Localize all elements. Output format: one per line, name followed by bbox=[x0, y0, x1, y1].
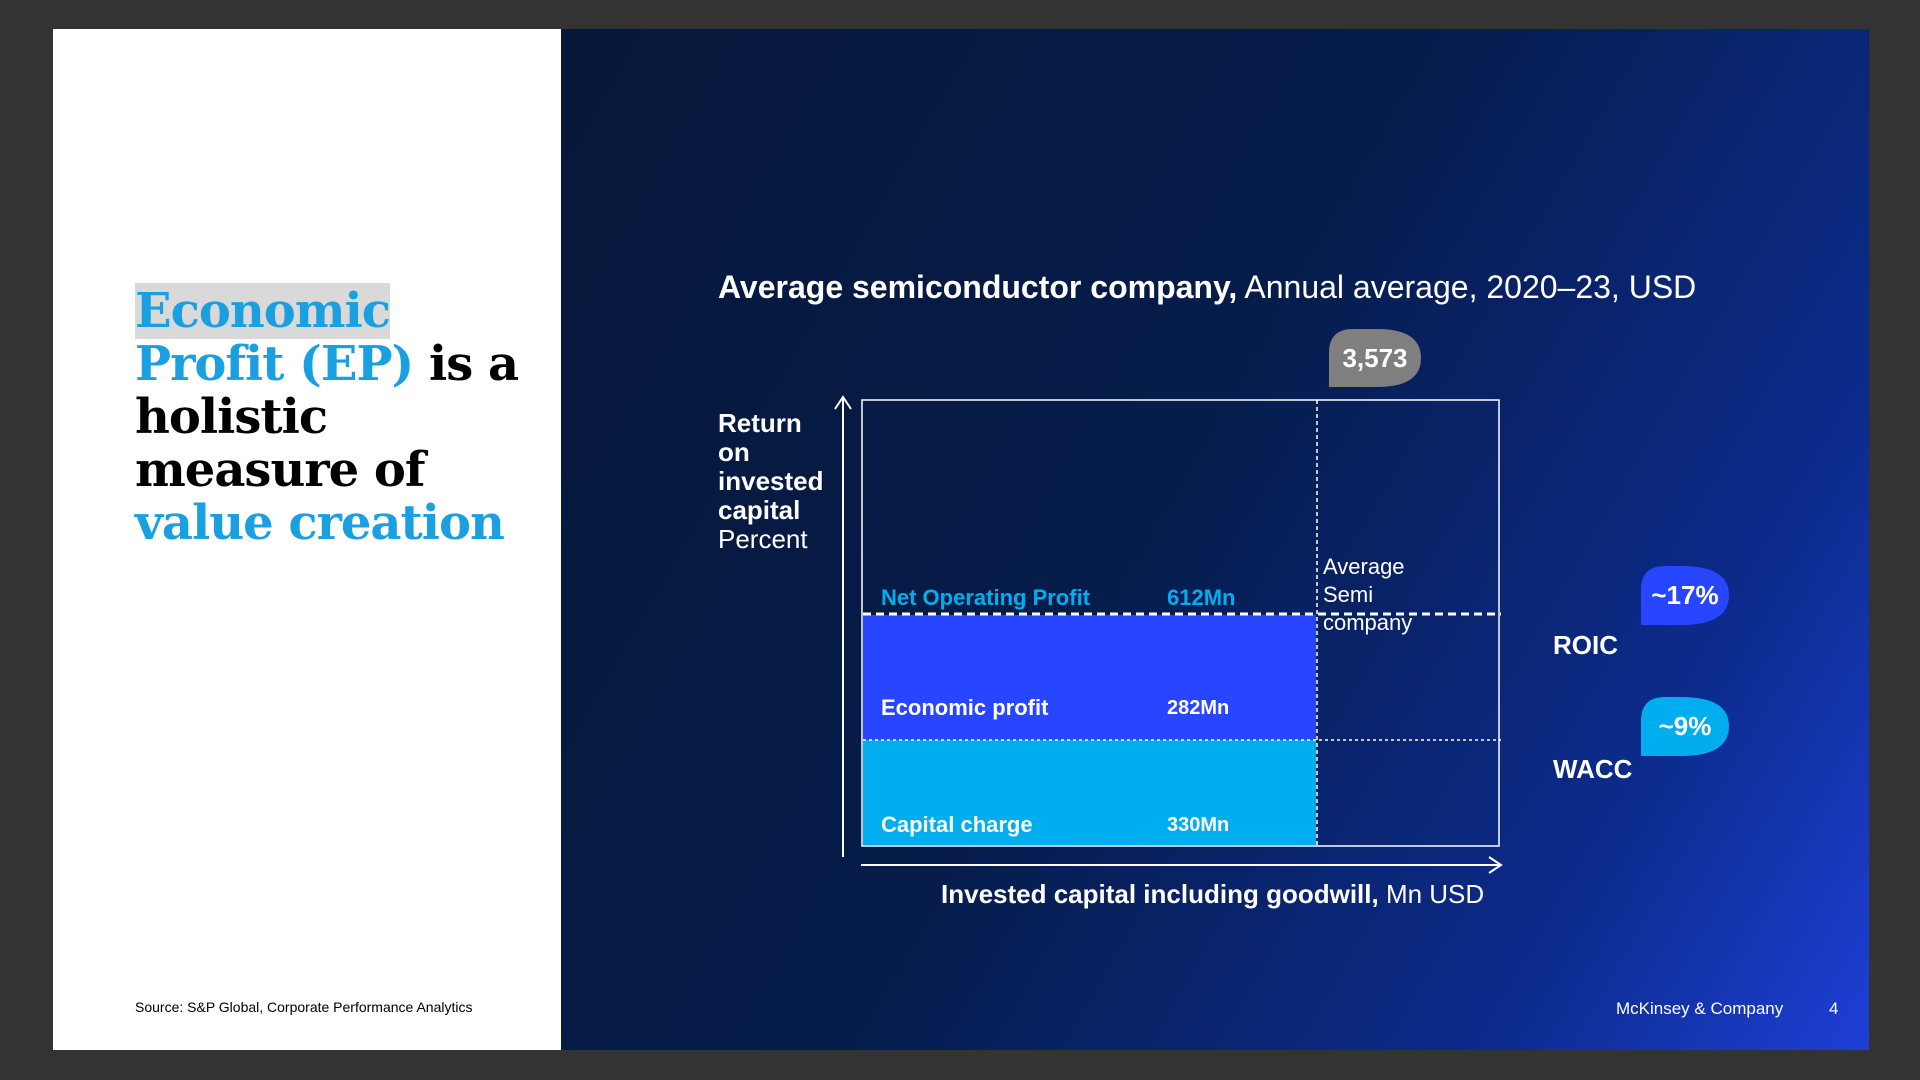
y-axis-arrowhead bbox=[834, 395, 852, 410]
chart-panel: Average semiconductor company, Annual av… bbox=[561, 29, 1869, 1050]
average-company-label: Average Semi company bbox=[1323, 553, 1412, 637]
chart-graphic bbox=[834, 329, 1729, 874]
x-axis-label: Invested capital including goodwill, Mn … bbox=[941, 879, 1484, 910]
capital-charge-bar bbox=[863, 740, 1316, 845]
roic-name: ROIC bbox=[1553, 630, 1618, 660]
headline-part4: value creation bbox=[135, 495, 505, 551]
economic-profit-bar bbox=[863, 615, 1316, 740]
headline: Economic Profit (EP) is a holistic measu… bbox=[135, 283, 535, 551]
headline-part2: Profit (EP) bbox=[135, 336, 414, 392]
nop-label: Net Operating Profit bbox=[881, 585, 1091, 610]
chart-title-rest: Annual average, 2020–23, USD bbox=[1237, 269, 1697, 305]
capital-bubble-shape bbox=[1329, 329, 1421, 387]
ep-value: 282Mn bbox=[1167, 697, 1230, 719]
x-label-bold: Invested capital including goodwill, bbox=[941, 879, 1379, 909]
roic-bubble-shape bbox=[1641, 566, 1729, 625]
nop-value: 612Mn bbox=[1167, 585, 1236, 610]
x-axis-arrowhead bbox=[1488, 856, 1503, 874]
cc-label: Capital charge bbox=[881, 812, 1033, 837]
y-label-line3: invested bbox=[718, 466, 824, 496]
headline-part3: is a holistic measure of bbox=[135, 336, 519, 498]
wacc-bubble: ~9% bbox=[1658, 711, 1712, 741]
chart-title: Average semiconductor company, Annual av… bbox=[718, 269, 1696, 306]
slide: Economic Profit (EP) is a holistic measu… bbox=[53, 29, 1869, 1050]
roic-bubble: ~17% bbox=[1651, 580, 1719, 610]
wacc-bubble-shape bbox=[1641, 697, 1729, 756]
wacc-name: WACC bbox=[1553, 754, 1633, 784]
source-note: Source: S&P Global, Corporate Performanc… bbox=[135, 999, 473, 1015]
avg-label-line1: Average bbox=[1323, 554, 1405, 579]
footer-brand: McKinsey & Company bbox=[1616, 999, 1784, 1018]
cc-value: 330Mn bbox=[1167, 814, 1230, 836]
y-label-line4: capital bbox=[718, 495, 801, 525]
y-axis-label: Return on invested capital Percent bbox=[718, 409, 824, 554]
page-number: 4 bbox=[1829, 999, 1839, 1018]
y-label-line1: Return bbox=[718, 408, 802, 438]
avg-label-line3: company bbox=[1323, 610, 1413, 635]
headline-part1: Economic bbox=[135, 283, 391, 339]
x-label-rest: Mn USD bbox=[1378, 879, 1485, 909]
ep-label: Economic profit bbox=[881, 695, 1049, 720]
chart-frame bbox=[861, 399, 1500, 847]
y-label-unit: Percent bbox=[718, 524, 808, 554]
y-label-line2: on bbox=[718, 437, 750, 467]
capital-bubble: 3,573 bbox=[1342, 342, 1408, 373]
avg-label-line2: Semi bbox=[1323, 582, 1374, 607]
left-panel: Economic Profit (EP) is a holistic measu… bbox=[53, 29, 561, 1050]
chart-title-bold: Average semiconductor company, bbox=[718, 269, 1238, 305]
